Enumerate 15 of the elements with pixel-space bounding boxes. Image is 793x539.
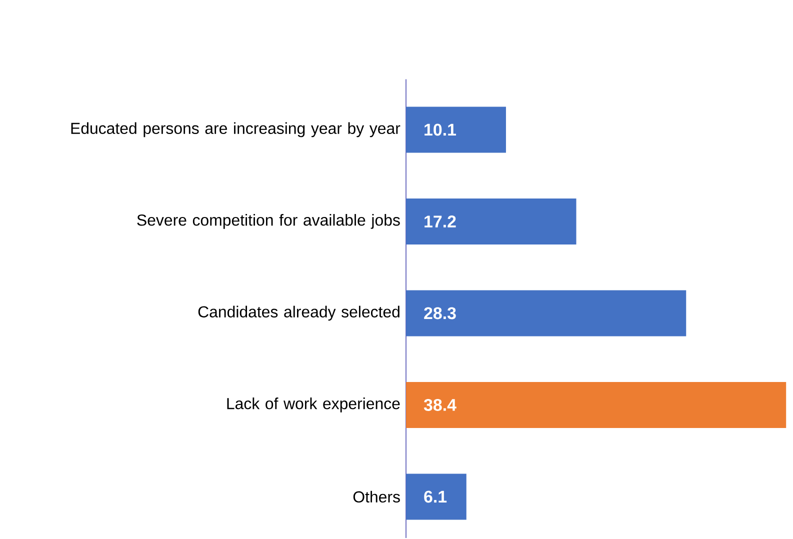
bar <box>406 382 786 428</box>
y-tick-label: Lack of work experience <box>227 398 400 412</box>
bar <box>406 198 576 244</box>
y-tick-label: Others <box>353 490 400 503</box>
bar <box>406 474 466 520</box>
data-label: 6.1 <box>424 490 447 503</box>
bar <box>406 290 686 336</box>
y-tick-label: Educated persons are increasing year by year <box>71 122 400 138</box>
data-label: 38.4 <box>424 398 456 411</box>
bar <box>406 106 506 153</box>
data-label: 17.2 <box>424 216 456 228</box>
y-tick-label: Candidates already selected <box>198 306 400 321</box>
data-label: 28.3 <box>424 307 456 320</box>
y-tick-label: Severe competition for available jobs <box>137 214 400 229</box>
data-label: 10.1 <box>424 124 456 136</box>
